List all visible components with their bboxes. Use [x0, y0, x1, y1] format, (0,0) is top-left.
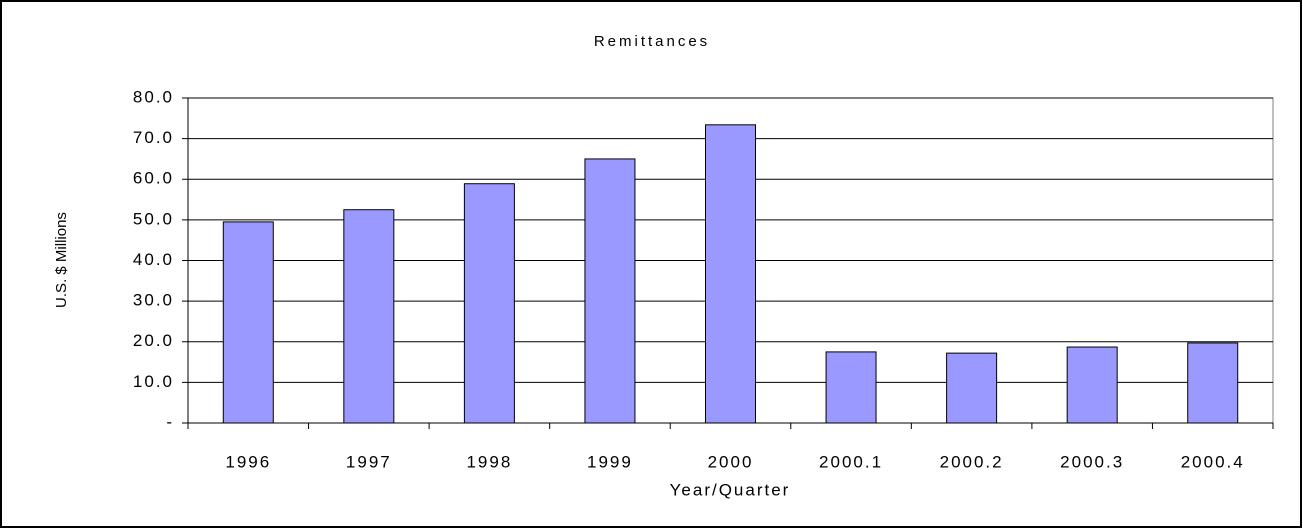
chart-title: Remittances [594, 33, 710, 50]
bar [1066, 346, 1118, 424]
bar [222, 221, 274, 424]
y-tick-label: 50.0 [133, 209, 174, 228]
y-tick-label: 40.0 [133, 250, 174, 269]
bar [1187, 342, 1239, 424]
y-tick-label: 70.0 [133, 128, 174, 147]
bar [463, 183, 515, 424]
bar [825, 351, 877, 424]
x-tick-label: 1998 [466, 452, 512, 471]
y-tick-label: 60.0 [133, 169, 174, 188]
x-tick-label: 1996 [225, 452, 271, 471]
x-tick-label: 1999 [587, 452, 633, 471]
y-axis-label: U.S. $ Millions [53, 212, 70, 308]
x-tick-label: 2000.3 [1060, 452, 1124, 471]
y-tick-label: 20.0 [133, 331, 174, 350]
y-tick-label: 10.0 [133, 372, 174, 391]
x-axis-label: Year/Quarter [670, 480, 791, 499]
x-tick-label: 2000.4 [1181, 452, 1245, 471]
bar [946, 352, 998, 424]
y-tick-label: 80.0 [133, 87, 174, 106]
x-tick-label: 1997 [346, 452, 392, 471]
x-tick-label: 2000 [708, 452, 754, 471]
bar [705, 124, 756, 424]
y-tick-label: 30.0 [133, 291, 174, 310]
bar [584, 158, 636, 424]
x-tick-label: 2000.2 [940, 452, 1004, 471]
bar [343, 209, 395, 424]
x-tick-label: 2000.1 [819, 452, 883, 471]
y-tick-label: - [166, 412, 174, 431]
